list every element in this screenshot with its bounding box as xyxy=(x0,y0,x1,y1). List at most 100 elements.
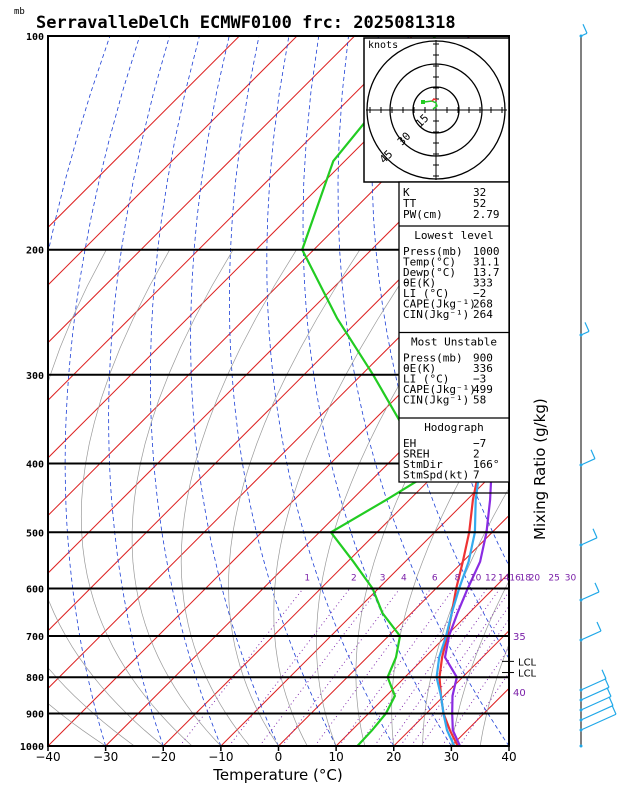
index-value: 268 xyxy=(473,298,493,311)
mixing-ratio-line xyxy=(314,588,432,746)
mixing-ratio-line xyxy=(281,588,401,746)
index-value: 52 xyxy=(473,197,486,210)
dry-adiabat-line xyxy=(266,36,395,746)
index-label: Dewp(°C) xyxy=(403,266,456,279)
index-value: 333 xyxy=(473,277,493,290)
dry-adiabat-line xyxy=(108,36,170,746)
pressure-tick-label: 800 xyxy=(26,673,44,684)
isotherm-line xyxy=(48,226,509,690)
index-label: CAPE(Jkg⁻¹) xyxy=(403,298,476,311)
isotherm-line xyxy=(278,514,509,746)
index-section-title: Hodograph xyxy=(424,421,484,434)
hodograph-trace-red xyxy=(431,98,438,102)
temperature-tick-label: 30 xyxy=(444,750,459,764)
isotherm-line xyxy=(162,399,509,746)
index-label: CAPE(Jkg⁻¹) xyxy=(403,383,476,396)
mixing-ratio-label: 20 xyxy=(529,573,541,583)
mixing-ratio-label: 30 xyxy=(565,573,577,583)
wind-barb xyxy=(580,591,600,601)
dry-adiabat-line xyxy=(587,36,618,746)
dewpoint-profile xyxy=(301,36,448,746)
index-value: 2 xyxy=(473,448,480,461)
mixing-ratio-line xyxy=(259,588,380,746)
hodograph-ring-15 xyxy=(412,86,460,134)
x-axis-label: Temperature (°C) xyxy=(212,766,342,784)
mixing-ratio-line xyxy=(179,588,304,746)
pressure-tick-label: 1000 xyxy=(20,742,44,753)
index-label: CIN(Jkg⁻¹) xyxy=(403,308,469,321)
mixing-ratio-label: 18 xyxy=(520,573,532,583)
index-value: 264 xyxy=(473,308,493,321)
temperature-tick-label: −30 xyxy=(93,750,118,764)
wind-barb xyxy=(580,330,590,336)
temperature-tick-label: 10 xyxy=(328,750,343,764)
isotherm-line xyxy=(48,36,298,286)
wetbulb-labels: 35 40 xyxy=(513,632,526,699)
mixing-ratio-label: 3 xyxy=(380,573,386,583)
index-label: StmSpd(kt) xyxy=(403,469,469,482)
wind-barb xyxy=(580,695,612,711)
index-value: 2.79 xyxy=(473,208,500,221)
hodograph-ring-30 xyxy=(389,63,483,157)
index-label: Temp(°C) xyxy=(403,256,456,269)
pressure-tick-label: 900 xyxy=(26,710,44,721)
pressure-tick-label: 500 xyxy=(26,528,44,539)
dry-adiabat-line xyxy=(190,36,279,746)
index-value: 58 xyxy=(473,394,486,407)
hodograph-unit: knots xyxy=(368,40,398,51)
hodograph-ring-45 xyxy=(366,40,506,180)
index-value: 31.1 xyxy=(473,256,500,269)
isotherm-line xyxy=(567,36,618,746)
chart-title: SerravalleDelCh ECMWF0100 frc: 202508131… xyxy=(36,13,456,33)
index-value: 166° xyxy=(473,458,500,471)
mixing-ratio-label: 16 xyxy=(509,573,521,583)
index-value: −2 xyxy=(473,287,486,300)
index-label: StmDir xyxy=(403,458,443,471)
index-label: LI (°C) xyxy=(403,287,449,300)
index-label: Press(mb) xyxy=(403,245,463,258)
pressure-tick-label: 100 xyxy=(26,32,44,43)
wind-barb xyxy=(580,537,598,546)
dry-adiabat-line xyxy=(302,36,452,746)
index-label: CIN(Jkg⁻¹) xyxy=(403,394,469,407)
dry-adiabat-line xyxy=(557,36,618,746)
temperature-tick-label: 40 xyxy=(501,750,516,764)
pressure-tick-label: 300 xyxy=(26,371,44,382)
wind-barb xyxy=(580,630,602,641)
mixing-ratio-label: 1 xyxy=(304,573,310,583)
index-label: EH xyxy=(403,437,416,450)
lcl-label: LCL xyxy=(518,669,537,680)
mixing-ratio-label: 8 xyxy=(455,573,461,583)
temperature-axis: −40 −30 −20 −10 0 10 20 30 40 xyxy=(35,746,517,764)
index-label: TT xyxy=(403,197,417,210)
moist-adiabat-line xyxy=(479,643,509,746)
dry-adiabat-line xyxy=(228,36,337,746)
index-label: θE(K) xyxy=(403,362,436,375)
pressure-tick-label: 200 xyxy=(26,246,44,257)
moist-adiabat-line xyxy=(48,667,135,746)
index-value: 32 xyxy=(473,186,486,199)
index-value: 336 xyxy=(473,362,493,375)
isotherm-line xyxy=(48,36,471,459)
isotherm-line xyxy=(105,341,509,746)
pressure-tick-label: 600 xyxy=(26,584,44,595)
wind-barb xyxy=(580,705,614,721)
mixing-ratio-label: 6 xyxy=(432,573,438,583)
mixing-ratio-line xyxy=(459,671,509,746)
pressure-tick-label: 700 xyxy=(26,632,44,643)
index-label: SREH xyxy=(403,448,430,461)
index-label: LI (°C) xyxy=(403,373,449,386)
dry-adiabat-line xyxy=(64,36,141,746)
isotherm-line xyxy=(48,36,240,229)
index-section-title: Most Unstable xyxy=(411,336,497,349)
index-label: θE(K) xyxy=(403,277,436,290)
dry-adiabat-line xyxy=(371,36,509,660)
isotherm-line xyxy=(48,169,509,632)
isotherm-line xyxy=(48,36,413,401)
wetbulb-label: 35 xyxy=(513,632,526,643)
moist-adiabat-line xyxy=(48,249,164,746)
index-value: 13.7 xyxy=(473,266,500,279)
